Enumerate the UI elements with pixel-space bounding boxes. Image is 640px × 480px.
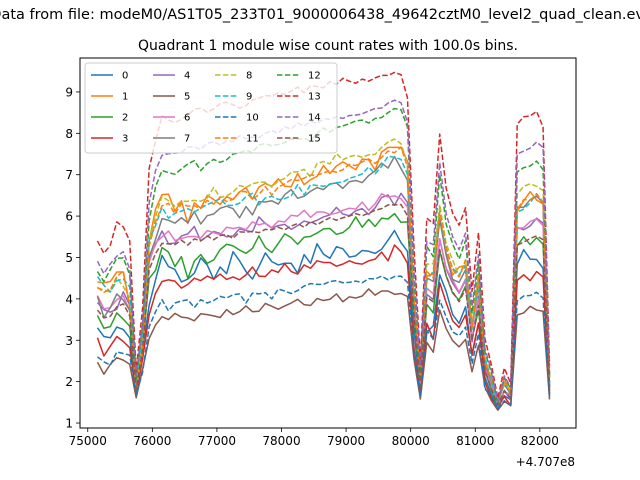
legend-label-7: 7 (184, 134, 190, 145)
y-tick-label: 4 (65, 292, 73, 306)
x-tick-label: 76000 (133, 434, 171, 448)
x-tick-label: 75000 (69, 434, 107, 448)
x-tick-label: 81000 (456, 434, 494, 448)
legend-label-12: 12 (308, 71, 321, 82)
y-tick-label: 2 (65, 375, 73, 389)
x-tick-label: 79000 (327, 434, 365, 448)
plot-frame (79, 57, 577, 429)
y-tick-label: 3 (65, 334, 73, 348)
series-line-9 (96, 155, 551, 405)
y-tick-label: 9 (65, 85, 73, 99)
legend-label-3: 3 (122, 134, 128, 145)
y-tick-label: 7 (65, 168, 73, 182)
legend-label-10: 10 (246, 113, 259, 124)
legend-label-1: 1 (122, 92, 128, 103)
series-line-5 (96, 288, 551, 411)
legend-label-0: 0 (122, 71, 128, 82)
x-tick-label: 80000 (392, 434, 430, 448)
legend-label-4: 4 (184, 71, 190, 82)
y-tick-label: 6 (65, 210, 73, 224)
x-tick-label: 77000 (198, 434, 236, 448)
legend-label-8: 8 (246, 71, 252, 82)
y-tick-label: 1 (65, 417, 73, 431)
series-line-15 (96, 203, 551, 406)
x-axis: 75000 76000 77000 78000 79000 80000 81000 82000 (69, 428, 559, 448)
legend-label-15: 15 (308, 134, 321, 145)
series-line-6 (96, 193, 551, 406)
legend-label-6: 6 (184, 113, 190, 124)
legend-label-14: 14 (308, 113, 321, 124)
series-line-14 (96, 99, 551, 402)
legend-label-5: 5 (184, 92, 190, 103)
x-tick-label: 82000 (521, 434, 559, 448)
y-axis: 1 2 3 4 5 6 7 8 9 (65, 85, 80, 431)
legend-label-2: 2 (122, 113, 128, 124)
series-line-3 (96, 244, 551, 408)
legend-box (84, 62, 338, 154)
figure-suptitle: Data from file: modeM0/AS1T05_233T01_900… (0, 7, 640, 23)
series-line-10 (96, 275, 551, 410)
y-tick-label: 8 (65, 127, 73, 141)
series-line-11 (96, 146, 551, 403)
x-tick-label: 78000 (262, 434, 300, 448)
x-offset-label: +4.707e8 (516, 455, 575, 469)
legend-label-9: 9 (246, 92, 252, 103)
chart-title: Quadrant 1 module wise count rates with … (138, 38, 518, 54)
legend-label-13: 13 (308, 92, 321, 103)
y-tick-label: 5 (65, 251, 73, 265)
legend-label-11: 11 (246, 134, 259, 145)
